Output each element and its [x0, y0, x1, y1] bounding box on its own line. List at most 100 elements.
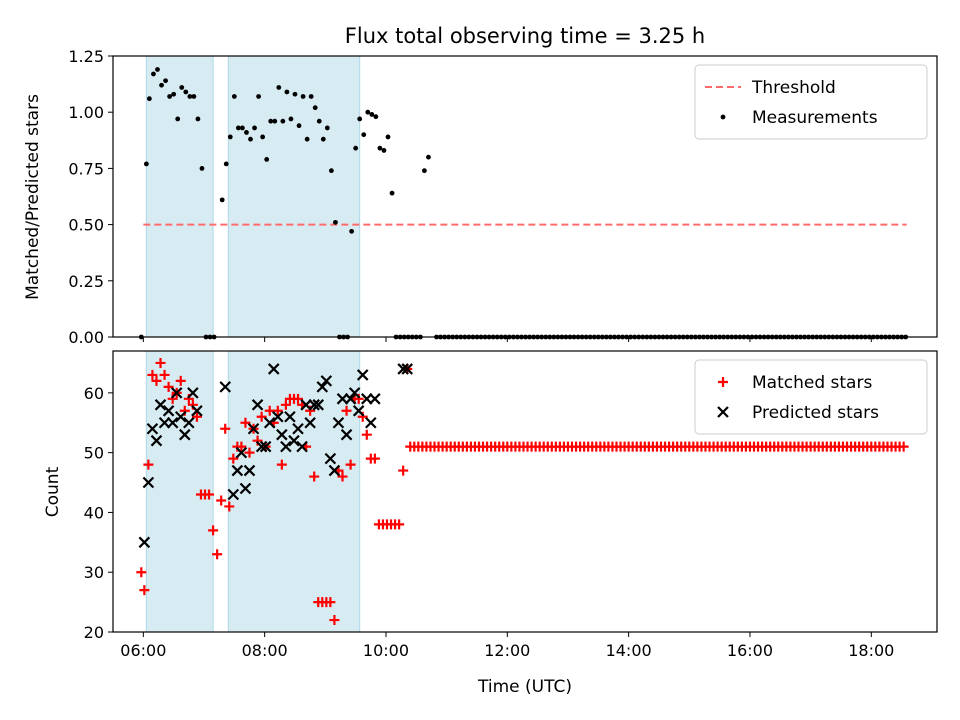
data-point: [276, 459, 287, 470]
y-tick-label: 50: [84, 444, 104, 463]
data-point: [255, 440, 268, 453]
data-point: [240, 417, 251, 428]
data-point: [348, 387, 361, 399]
legend-label: Threshold: [751, 78, 836, 98]
data-point: [292, 422, 304, 435]
data-point: [175, 116, 181, 122]
legend-label: Measurements: [752, 108, 878, 128]
data-point: [296, 440, 308, 453]
data-point: [167, 94, 173, 99]
data-point: [264, 157, 270, 162]
data-point: [353, 145, 359, 151]
data-point: [422, 168, 427, 174]
data-point: [163, 78, 168, 84]
data-point: [220, 423, 231, 434]
data-point: [216, 495, 227, 506]
data-point: [154, 399, 167, 411]
data-point: [361, 132, 367, 138]
data-point: [155, 357, 166, 368]
data-point: [316, 118, 322, 124]
data-point: [377, 145, 383, 151]
x-axis-label: Time (UTC): [477, 677, 572, 697]
data-point: [373, 114, 379, 120]
data-point: [223, 161, 229, 167]
data-point: [252, 125, 257, 131]
data-point: [398, 465, 409, 476]
data-point: [235, 446, 248, 459]
data-point: [381, 148, 387, 153]
data-point: [248, 136, 253, 142]
data-point: [179, 85, 185, 90]
top-panel: 0.00 0.25 0.50 0.75 1.00 1.25 Threshold Measure…: [68, 47, 938, 347]
data-point: [142, 476, 155, 489]
data-point: [345, 459, 356, 470]
data-point: [136, 567, 147, 578]
data-point: [219, 197, 225, 203]
data-point: [325, 597, 336, 608]
data-point: [316, 381, 329, 393]
legend-frame: [694, 359, 928, 435]
data-point: [280, 399, 291, 410]
data-point: [309, 471, 320, 482]
data-point: [312, 105, 318, 111]
data-point: [227, 134, 233, 140]
data-point: [268, 118, 274, 124]
data-point: [284, 410, 296, 423]
data-point: [344, 393, 357, 405]
x-tick-label: 08:00: [242, 641, 288, 660]
data-point: [259, 440, 272, 453]
data-point: [288, 434, 300, 447]
data-point: [320, 375, 333, 387]
data-point: [170, 387, 183, 399]
legend: Threshold Measurements: [694, 64, 928, 140]
data-point: [175, 375, 186, 386]
y-tick-label: 0.50: [68, 216, 104, 235]
data-point: [292, 91, 298, 97]
data-point: [324, 452, 337, 465]
data-point: [304, 136, 310, 142]
plot-frame: [112, 55, 938, 338]
data-point: [898, 441, 909, 452]
data-point: [187, 387, 199, 399]
data-point: [235, 125, 241, 131]
data-point: [340, 428, 353, 441]
data-point: [332, 416, 345, 429]
data-point: [369, 393, 381, 405]
data-point: [236, 441, 247, 452]
legend-marker: [718, 377, 728, 387]
data-point: [204, 489, 215, 500]
data-point: [179, 428, 191, 441]
legend-label: Matched stars: [752, 373, 872, 393]
data-point: [272, 118, 278, 124]
data-point: [401, 363, 413, 375]
data-point: [394, 519, 405, 530]
data-point: [260, 134, 266, 140]
data-point: [256, 411, 267, 422]
y-tick-label: 30: [84, 563, 104, 582]
data-point: [284, 89, 290, 95]
x-tick-label: 10:00: [363, 641, 409, 660]
data-point: [369, 112, 375, 117]
data-point: [280, 440, 292, 453]
data-point: [397, 363, 409, 375]
data-point: [146, 96, 152, 102]
data-point: [361, 429, 372, 440]
data-point: [212, 549, 223, 560]
data-point: [337, 471, 348, 482]
bottom-y-axis-label: Count: [43, 466, 63, 517]
bottom-panel: 20 30 40 50 60 06:00 08:00 10:00 12:00 14:00 16:00…: [84, 350, 938, 660]
data-point: [143, 161, 149, 167]
data-point: [267, 363, 280, 375]
data-point: [308, 399, 320, 411]
data-point: [155, 67, 160, 72]
data-point: [304, 416, 316, 429]
data-point: [151, 375, 162, 386]
plot-frame: [112, 350, 938, 633]
y-tick-label: 60: [84, 384, 104, 403]
data-point: [187, 94, 193, 99]
legend-label: Predicted stars: [752, 403, 879, 423]
data-point: [272, 405, 283, 416]
y-tick-label: 40: [84, 503, 104, 522]
y-tick-label: 1.25: [68, 47, 104, 66]
data-point: [219, 381, 232, 393]
